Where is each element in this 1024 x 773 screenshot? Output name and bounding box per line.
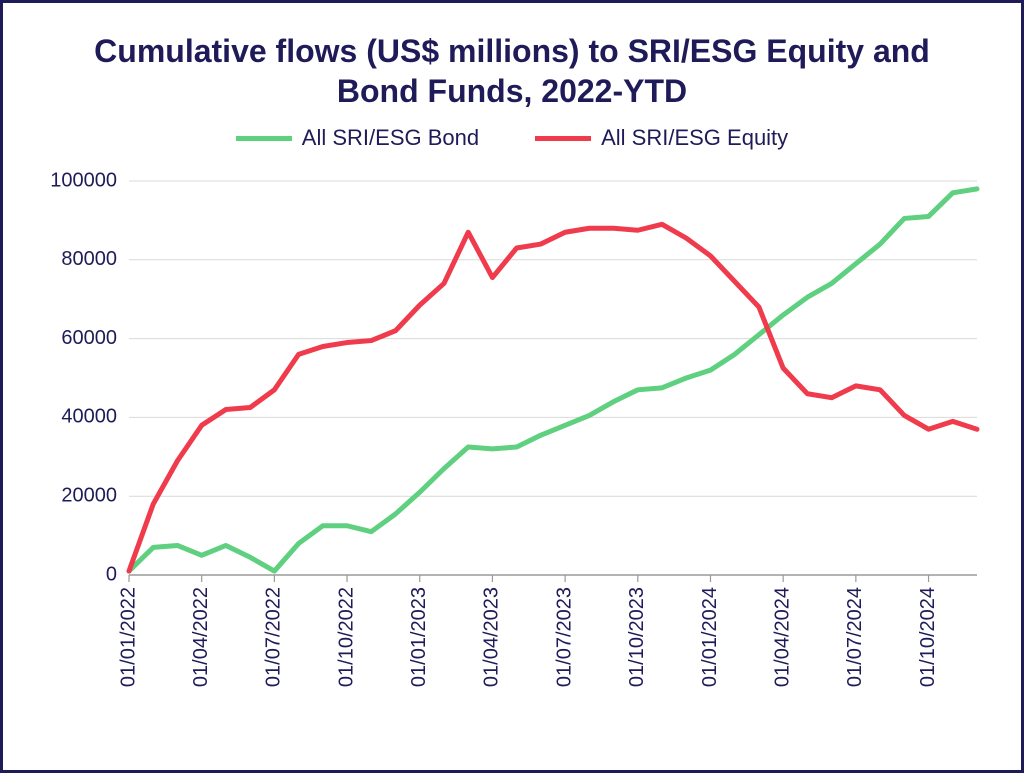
x-tick-label: 01/10/2024 xyxy=(917,587,939,687)
chart-title: Cumulative flows (US$ millions) to SRI/E… xyxy=(72,31,952,111)
legend-swatch-equity xyxy=(535,136,591,141)
y-tick-label: 80000 xyxy=(61,248,117,270)
x-tick-label: 01/04/2023 xyxy=(481,587,503,687)
legend-item-equity: All SRI/ESG Equity xyxy=(535,125,788,151)
series-line-bond xyxy=(129,189,977,571)
chart-plot: 0 20000 40000 60000 80000 100000 01/01/2022 01/… xyxy=(33,165,993,725)
x-tick-label: 01/10/2022 xyxy=(335,587,357,687)
y-tick-label: 20000 xyxy=(61,484,117,506)
legend: All SRI/ESG Bond All SRI/ESG Equity xyxy=(33,125,991,151)
chart-svg: 0 20000 40000 60000 80000 100000 01/01/2022 01/… xyxy=(33,165,993,725)
series-line-equity xyxy=(129,224,977,571)
x-tick-label: 01/01/2023 xyxy=(408,587,430,687)
x-tick-label: 01/04/2022 xyxy=(190,587,212,687)
x-tick-label: 01/01/2022 xyxy=(117,587,139,687)
legend-label-equity: All SRI/ESG Equity xyxy=(601,125,788,151)
x-tick-label: 01/07/2024 xyxy=(844,587,866,687)
x-tick-label: 01/07/2022 xyxy=(263,587,285,687)
y-tick-label: 0 xyxy=(106,563,117,585)
legend-label-bond: All SRI/ESG Bond xyxy=(302,125,479,151)
legend-swatch-bond xyxy=(236,136,292,141)
x-tick-label: 01/04/2024 xyxy=(771,587,793,687)
x-tick-label: 01/01/2024 xyxy=(699,587,721,687)
legend-item-bond: All SRI/ESG Bond xyxy=(236,125,479,151)
x-tick-label: 01/07/2023 xyxy=(553,587,575,687)
y-tick-label: 40000 xyxy=(61,406,117,428)
y-tick-label: 60000 xyxy=(61,327,117,349)
y-tick-label: 100000 xyxy=(50,169,117,191)
chart-frame: Cumulative flows (US$ millions) to SRI/E… xyxy=(0,0,1024,773)
x-tick-label: 01/10/2023 xyxy=(626,587,648,687)
